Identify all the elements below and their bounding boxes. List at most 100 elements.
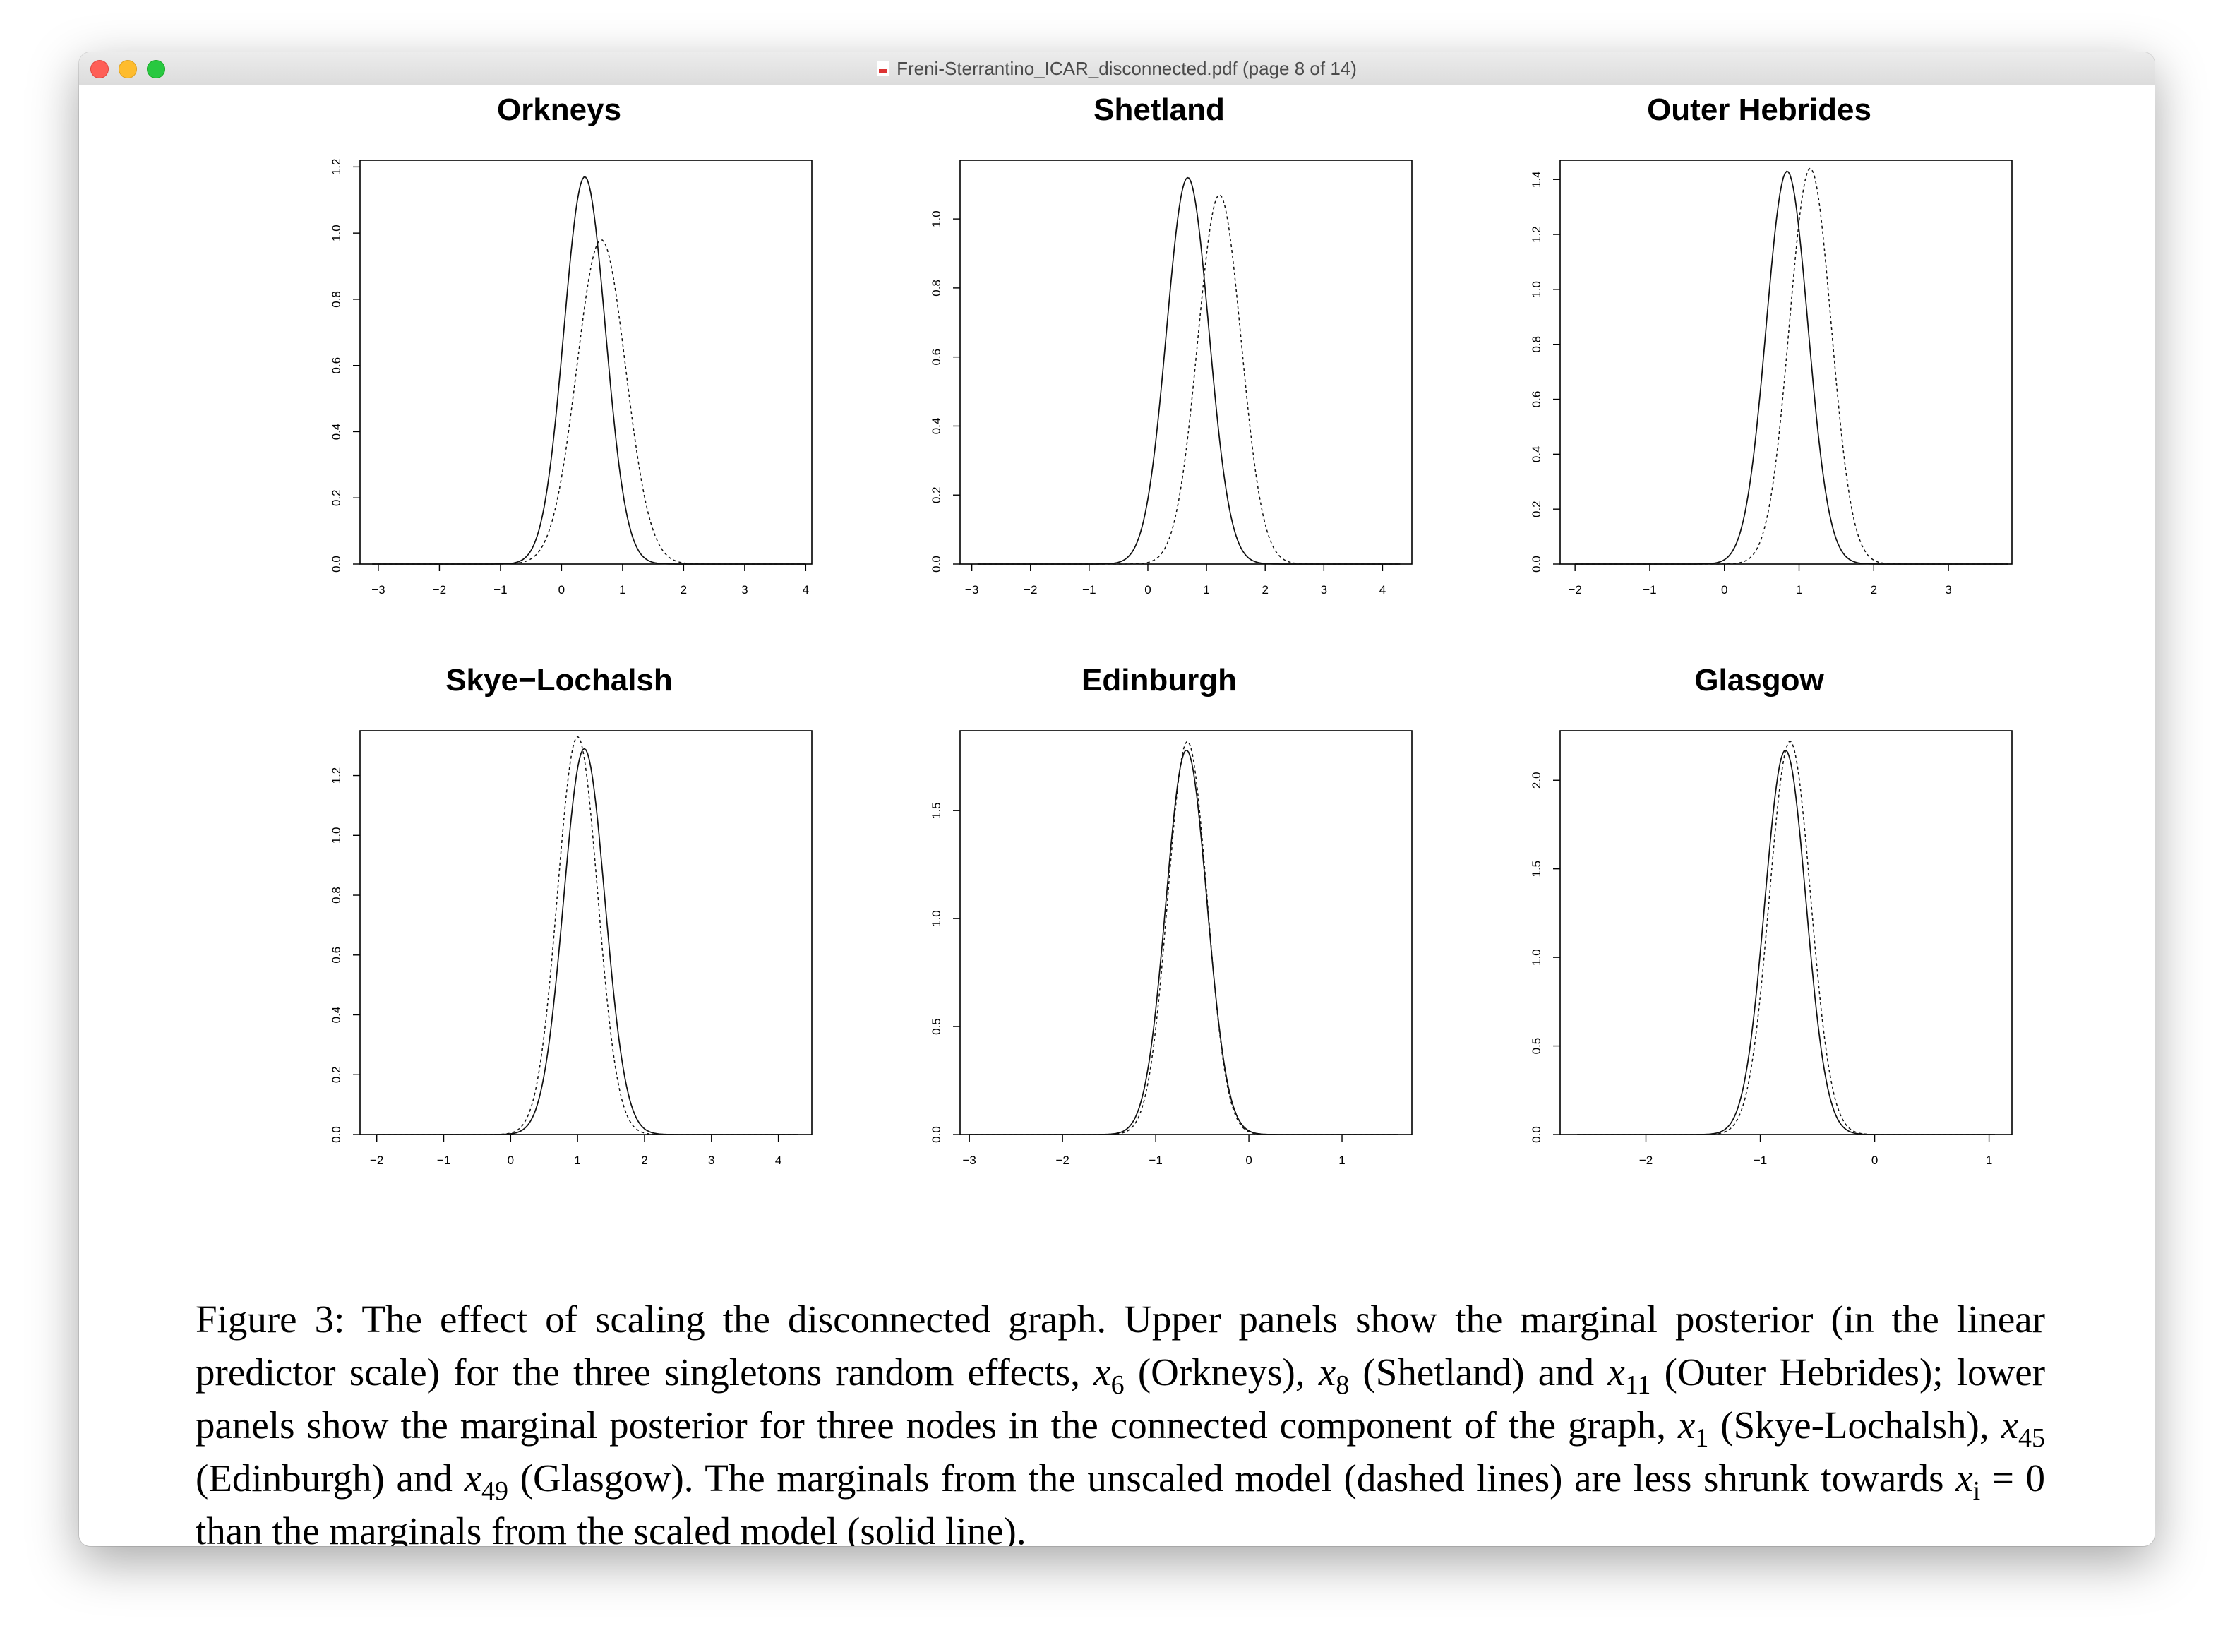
x-tick-label: 1 [1796, 583, 1802, 597]
panel-glasgow: Glasgow −2 −1 0 1 0.0 0.5 1.0 1.5 2.0 [1477, 656, 2042, 1192]
panel-title: Orkneys [496, 92, 622, 127]
y-tick-label: 0.5 [930, 1018, 943, 1035]
unscaled-model-curve [1575, 167, 2008, 565]
chart-svg: −2 −1 0 1 2 3 0.0 0.2 0.4 0.6 0.8 1.0 1.2 1.4 [1530, 160, 2013, 597]
math-sub: 8 [1336, 1370, 1350, 1400]
x-tick-label: −1 [1643, 583, 1656, 597]
x-tick-label: 0 [1245, 1154, 1252, 1167]
scaled-model-curve [969, 749, 1398, 1135]
close-window-button[interactable] [90, 60, 109, 78]
y-tick-label: 1.5 [1530, 861, 1543, 878]
y-tick-label: 0.5 [1530, 1038, 1543, 1055]
plot-frame [1559, 160, 2013, 565]
panel-edinburgh: Edinburgh −3 −2 −1 0 1 0.0 0.5 1.0 1.5 [877, 656, 1442, 1192]
math-sub: 6 [1110, 1370, 1125, 1400]
figure-caption: Figure 3: The effect of scaling the disc… [196, 1293, 2045, 1546]
math-var: x [1607, 1351, 1625, 1394]
chart-svg: −3 −2 −1 0 1 2 3 4 0.0 0.2 0.4 0.6 0.8 1.0 [930, 160, 1413, 597]
panel-shetland: Shetland −3 −2 −1 0 1 2 3 4 0.0 0.2 0.4 0.6 0.8 1.0 [877, 85, 1442, 622]
y-tick-label: 0.6 [930, 349, 943, 366]
caption-text: (Outer Hebrides); lower panels show the … [196, 1351, 2046, 1447]
x-tick-label: 1 [1203, 583, 1209, 597]
plot-frame [959, 160, 1413, 565]
unscaled-model-curve [376, 736, 798, 1135]
window-title-group: Freni-Sterrantino_ICAR_disconnected.pdf … [79, 52, 2155, 85]
x-tick-label: 1 [619, 583, 625, 597]
panel-title: Skye−Lochalsh [445, 663, 673, 698]
plot-frame [359, 160, 813, 565]
math-var: x [1677, 1403, 1696, 1447]
math-sub: i [1972, 1476, 1981, 1506]
window-title: Freni-Sterrantino_ICAR_disconnected.pdf … [897, 57, 1357, 79]
plot-frame [359, 730, 813, 1135]
x-tick-label: −2 [1639, 1154, 1653, 1167]
x-tick-label: −1 [493, 583, 507, 597]
y-tick-label: 1.0 [1530, 949, 1543, 966]
panel-orkneys: Orkneys −3 −2 −1 0 1 2 3 4 0.0 0.2 0.4 0.6 0.8 1.0 1.2 [277, 85, 841, 622]
caption-text: = 0 than the marginals from the scaled m… [196, 1456, 2045, 1546]
y-tick-label: 1.2 [330, 767, 343, 784]
unscaled-model-curve [977, 194, 1401, 565]
x-tick-label: 1 [1338, 1154, 1345, 1167]
y-tick-label: 1.0 [930, 910, 943, 927]
scaled-model-curve [1577, 749, 1995, 1135]
caption-text: (Skye-Lochalsh), [1708, 1403, 2001, 1447]
x-tick-label: 0 [1144, 583, 1151, 597]
zoom-window-button[interactable] [147, 60, 165, 78]
x-tick-label: −1 [1149, 1154, 1162, 1167]
x-tick-label: −1 [437, 1154, 450, 1167]
x-tick-label: −3 [371, 583, 385, 597]
x-tick-label: −1 [1754, 1154, 1767, 1167]
unscaled-model-curve [969, 741, 1398, 1135]
x-tick-label: −2 [1055, 1154, 1069, 1167]
math-var: x [1318, 1351, 1336, 1394]
y-tick-label: 0.4 [930, 418, 943, 435]
y-tick-label: 1.0 [930, 210, 943, 227]
math-sub: 49 [481, 1476, 508, 1506]
y-tick-label: 1.0 [330, 827, 343, 844]
panel-title: Shetland [1093, 92, 1225, 127]
scaled-model-curve [372, 176, 806, 565]
y-tick-label: 0.0 [1530, 1126, 1543, 1143]
x-tick-label: 2 [1871, 583, 1877, 597]
chart-svg: −3 −2 −1 0 1 2 3 4 0.0 0.2 0.4 0.6 0.8 1.0 1.2 [330, 159, 813, 597]
x-tick-label: 1 [1986, 1154, 1992, 1167]
y-tick-label: 0.4 [330, 1007, 343, 1024]
y-tick-label: 0.0 [930, 556, 943, 573]
caption-text: (Shetland) and [1349, 1351, 1608, 1394]
y-tick-label: 2.0 [1530, 772, 1543, 789]
x-tick-label: 0 [558, 583, 565, 597]
minimize-window-button[interactable] [119, 60, 137, 78]
x-tick-label: 4 [803, 583, 809, 597]
pdf-document-icon [877, 61, 890, 76]
y-tick-label: 1.0 [1530, 281, 1543, 298]
math-var: x [1955, 1456, 1973, 1500]
x-tick-label: 2 [681, 583, 687, 597]
y-tick-label: 0.0 [930, 1126, 943, 1143]
x-tick-label: 3 [1321, 583, 1327, 597]
title-bar[interactable]: Freni-Sterrantino_ICAR_disconnected.pdf … [79, 52, 2155, 85]
plot-frame [1559, 730, 2013, 1135]
plot-frame [959, 730, 1413, 1135]
chart-svg: −2 −1 0 1 0.0 0.5 1.0 1.5 2.0 [1530, 730, 2013, 1167]
math-sub: 45 [2018, 1423, 2045, 1453]
y-tick-label: 1.2 [330, 159, 343, 176]
y-tick-label: 0.6 [330, 357, 343, 374]
x-tick-label: −1 [1082, 583, 1096, 597]
unscaled-model-curve [1577, 741, 1995, 1135]
y-tick-label: 0.2 [330, 1066, 343, 1083]
pdf-page[interactable]: Orkneys −3 −2 −1 0 1 2 3 4 0.0 0.2 0.4 0.6 0.8 1.0 1.2… [79, 85, 2155, 1546]
y-tick-label: 0.8 [930, 280, 943, 297]
x-tick-label: −2 [1024, 583, 1037, 597]
x-tick-label: −3 [965, 583, 978, 597]
math-var: x [2001, 1403, 2018, 1447]
y-tick-label: 0.0 [330, 556, 343, 573]
y-tick-label: 0.8 [330, 887, 343, 904]
scaled-model-curve [977, 176, 1401, 565]
x-tick-label: −2 [370, 1154, 383, 1167]
y-tick-label: 1.5 [930, 802, 943, 819]
y-tick-label: 1.0 [330, 225, 343, 241]
panel-outer-hebrides: Outer Hebrides −2 −1 0 1 2 3 0.0 0.2 0.4 0.6 0.8 1.… [1477, 85, 2042, 622]
x-tick-label: 4 [1379, 583, 1386, 597]
y-tick-label: 0.0 [330, 1126, 343, 1143]
